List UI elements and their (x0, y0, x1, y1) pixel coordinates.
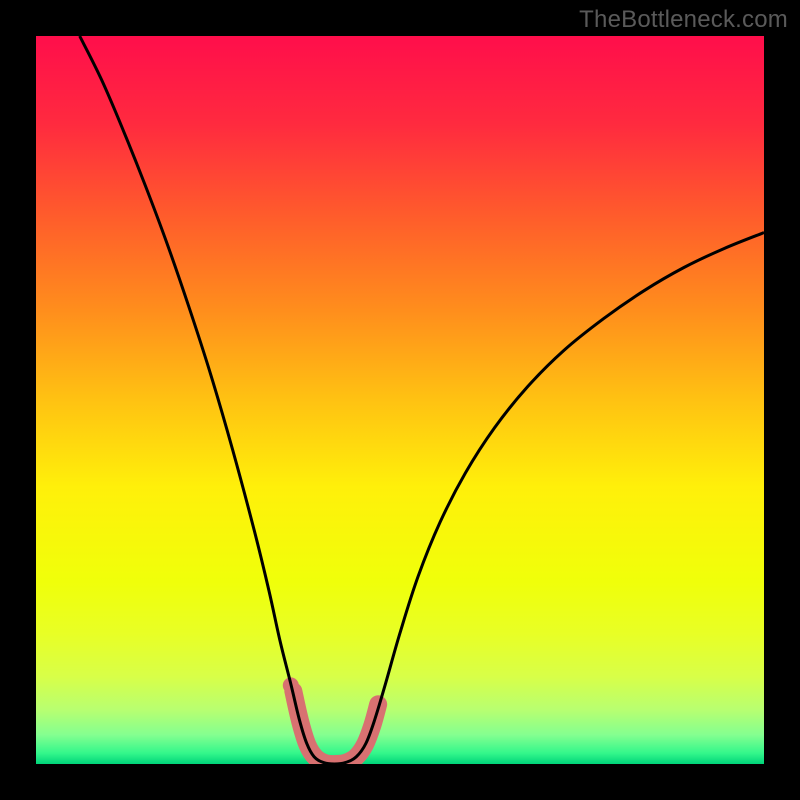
bottleneck-chart-svg (0, 0, 800, 800)
chart-container: TheBottleneck.com (0, 0, 800, 800)
plot-area (36, 36, 764, 764)
watermark-text: TheBottleneck.com (579, 6, 788, 34)
